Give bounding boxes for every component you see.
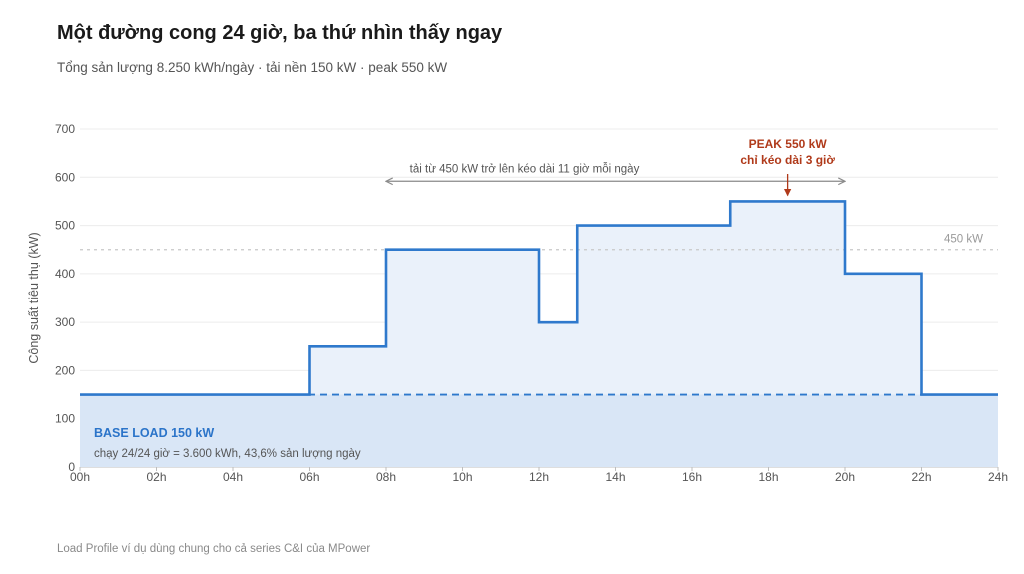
y-tick-label: 500 (55, 219, 75, 233)
chart-footnote: Load Profile ví dụ dùng chung cho cả ser… (57, 543, 371, 555)
x-tick-label: 00h (70, 470, 90, 484)
y-axis-title: Công suất tiêu thụ (kW) (27, 232, 41, 363)
load-profile-line (80, 200, 998, 396)
y-tick-label: 100 (55, 412, 75, 426)
base-load-area (80, 394, 998, 467)
x-tick-label: 20h (835, 470, 855, 484)
peak-annotation-line2: chỉ kéo dài 3 giờ (740, 153, 835, 167)
span-annotation-text: tải từ 450 kW trở lên kéo dài 11 giờ mỗi… (410, 162, 640, 175)
x-tick-label: 16h (682, 470, 702, 484)
y-tick-label: 200 (55, 363, 75, 377)
base-load-note: chạy 24/24 giờ = 3.600 kWh, 43,6% sản lư… (94, 448, 361, 460)
base-load-label: BASE LOAD 150 kW (94, 426, 214, 440)
y-tick-label: 400 (55, 267, 75, 281)
chart-title: Một đường cong 24 giờ, ba thứ nhìn thấy … (57, 22, 503, 44)
y-tick-label: 300 (55, 315, 75, 329)
y-tick-label: 700 (55, 122, 75, 136)
x-tick-label: 06h (299, 470, 319, 484)
x-tick-label: 22h (911, 470, 931, 484)
chart-subtitle: Tổng sản lượng 8.250 kWh/ngày · tải nền … (57, 60, 448, 75)
x-tick-label: 08h (376, 470, 396, 484)
x-tick-label: 10h (452, 470, 472, 484)
y-tick-label: 0 (68, 460, 75, 474)
x-tick-label: 18h (758, 470, 778, 484)
x-tick-label: 04h (223, 470, 243, 484)
x-tick-label: 24h (988, 470, 1008, 484)
y-tick-label: 600 (55, 170, 75, 184)
reference-line-label: 450 kW (944, 234, 983, 246)
x-tick-label: 14h (605, 470, 625, 484)
x-tick-label: 12h (529, 470, 549, 484)
x-tick-label: 02h (146, 470, 166, 484)
peak-annotation-line1: PEAK 550 kW (749, 137, 828, 151)
